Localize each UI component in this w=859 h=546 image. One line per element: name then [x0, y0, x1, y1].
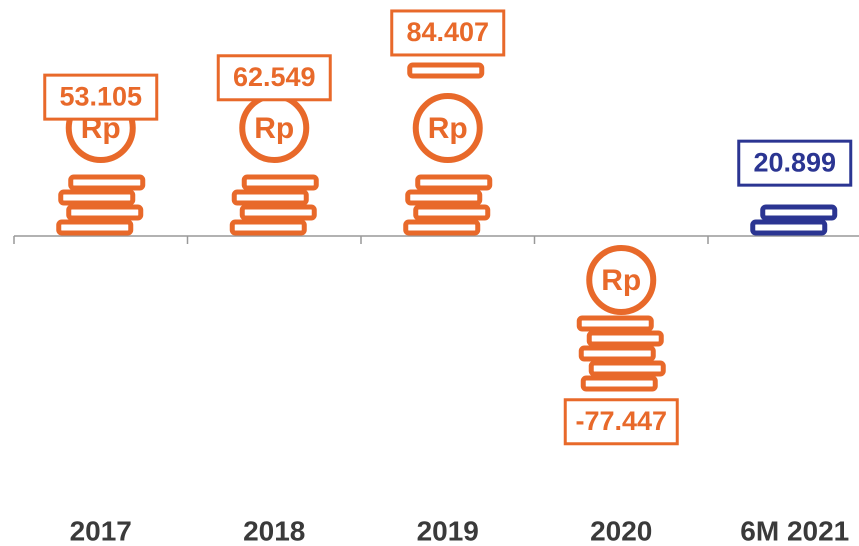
rp-symbol: Rp	[254, 112, 294, 145]
rp-symbol: Rp	[601, 264, 641, 297]
coin	[580, 375, 658, 392]
coin	[403, 219, 481, 236]
rp-coin	[412, 93, 483, 163]
coin-stack: Rp	[229, 93, 319, 236]
coin	[586, 330, 664, 347]
x-tick-label: 2020	[590, 515, 652, 546]
coin-stack: Rp	[576, 245, 666, 392]
coin	[405, 189, 483, 206]
value-label-box	[563, 398, 679, 446]
coin	[229, 219, 307, 236]
coin	[239, 204, 317, 221]
coin	[68, 174, 146, 191]
coin	[407, 62, 485, 79]
rp-symbol: Rp	[428, 112, 468, 145]
value-label: 53.105	[59, 81, 142, 111]
value-label-box	[737, 139, 853, 187]
value-label-box	[216, 54, 332, 102]
coin-stack: Rp	[56, 93, 146, 236]
x-tick-label: 6M 2021	[740, 515, 849, 546]
x-tick-label: 2018	[243, 515, 305, 546]
value-label: 84.407	[406, 17, 489, 47]
coin	[760, 204, 838, 221]
coin	[576, 315, 654, 332]
coin	[578, 345, 656, 362]
coin	[58, 189, 136, 206]
coin-stack: Rp	[403, 62, 493, 236]
coin	[66, 204, 144, 221]
rp-coin	[586, 245, 657, 315]
coin	[588, 360, 666, 377]
value-label: 62.549	[233, 62, 316, 92]
coin	[750, 219, 828, 236]
coin	[241, 174, 319, 191]
value-label: -77.447	[575, 406, 667, 436]
value-label: 20.899	[753, 147, 836, 177]
coin	[413, 204, 491, 221]
x-tick-label: 2017	[70, 515, 132, 546]
coin	[231, 189, 309, 206]
coin	[415, 174, 493, 191]
coin	[56, 219, 134, 236]
x-tick-label: 2019	[417, 515, 479, 546]
value-label-box	[43, 73, 159, 121]
coin-stack	[750, 204, 838, 236]
value-label-box	[390, 9, 506, 57]
